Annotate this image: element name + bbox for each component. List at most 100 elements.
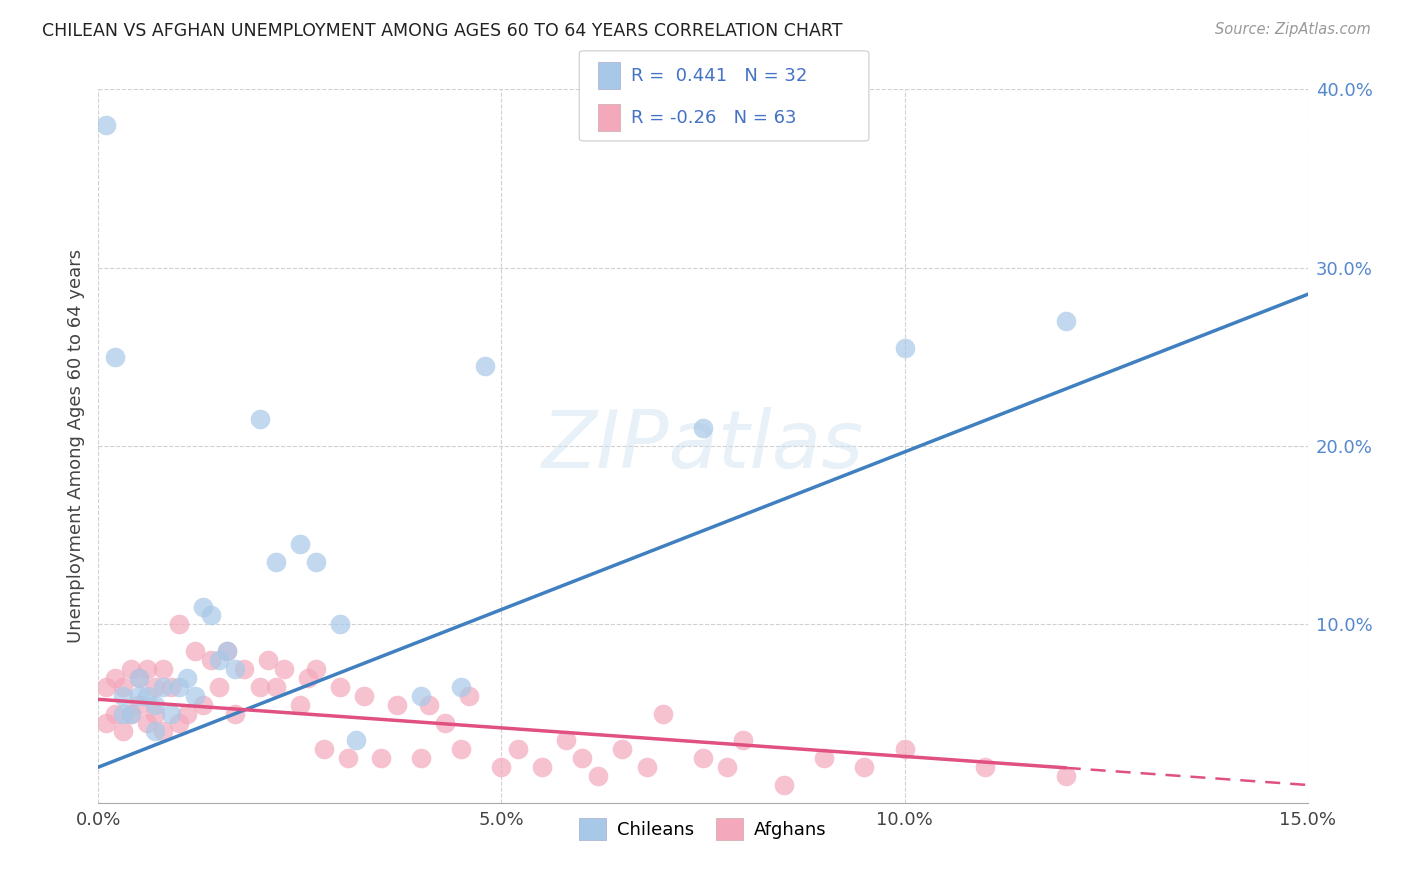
Point [249,680,271,694]
Point [128,698,150,712]
Point [409,689,432,703]
Point [974,760,997,774]
Point [418,698,440,712]
Point [264,555,287,569]
Point [249,412,271,426]
Point [813,751,835,765]
Point [1054,314,1077,328]
Point [329,617,352,632]
Point [96,680,118,694]
Point [160,706,183,721]
Point [474,359,496,373]
Point [96,118,118,132]
Point [184,644,207,658]
Point [111,706,134,721]
Point [692,751,714,765]
Point [370,751,392,765]
Point [385,698,408,712]
Point [143,698,166,712]
Point [208,653,231,667]
Point [571,751,593,765]
Text: R =  0.441   N = 32: R = 0.441 N = 32 [631,67,807,85]
Point [692,421,714,435]
Point [217,644,239,658]
Point [264,680,287,694]
Point [344,733,367,747]
Point [651,706,673,721]
Point [297,671,319,685]
Point [193,698,215,712]
Point [224,662,246,676]
Point [111,680,134,694]
Point [167,617,190,632]
Point [200,653,222,667]
Point [434,715,457,730]
Legend: Chileans, Afghans: Chileans, Afghans [572,811,834,847]
Point [506,742,529,756]
Point [128,671,150,685]
Text: Source: ZipAtlas.com: Source: ZipAtlas.com [1215,22,1371,37]
Point [314,742,336,756]
Point [555,733,578,747]
Point [256,653,278,667]
Point [208,680,231,694]
Point [160,680,183,694]
Point [96,715,118,730]
Point [120,706,142,721]
Point [305,662,328,676]
Point [176,706,198,721]
Point [288,698,311,712]
Point [120,662,142,676]
Point [450,742,472,756]
Point [103,671,125,685]
Point [224,706,246,721]
Point [143,680,166,694]
Point [152,724,174,739]
Point [893,742,915,756]
Point [450,680,472,694]
Point [217,644,239,658]
Point [853,760,876,774]
Point [491,760,513,774]
Y-axis label: Unemployment Among Ages 60 to 64 years: Unemployment Among Ages 60 to 64 years [66,249,84,643]
Point [353,689,375,703]
Point [337,751,360,765]
Point [586,769,609,783]
Point [530,760,553,774]
Point [167,715,190,730]
Point [103,350,125,364]
Point [128,689,150,703]
Point [612,742,634,756]
Point [152,680,174,694]
Point [128,671,150,685]
Text: R = -0.26   N = 63: R = -0.26 N = 63 [631,109,797,127]
Point [458,689,481,703]
Point [120,706,142,721]
Point [273,662,295,676]
Point [636,760,658,774]
Point [135,689,157,703]
Point [305,555,328,569]
Point [733,733,755,747]
Point [288,537,311,551]
Point [111,724,134,739]
Point [893,341,915,355]
Point [716,760,738,774]
Point [167,680,190,694]
Point [152,662,174,676]
Point [143,724,166,739]
Point [143,706,166,721]
Point [193,599,215,614]
Point [135,715,157,730]
Point [103,706,125,721]
Text: ZIPatlas: ZIPatlas [541,407,865,485]
Point [111,689,134,703]
Point [1054,769,1077,783]
Point [135,662,157,676]
Point [232,662,254,676]
Point [176,671,198,685]
Point [772,778,794,792]
Point [329,680,352,694]
Point [409,751,432,765]
Point [184,689,207,703]
